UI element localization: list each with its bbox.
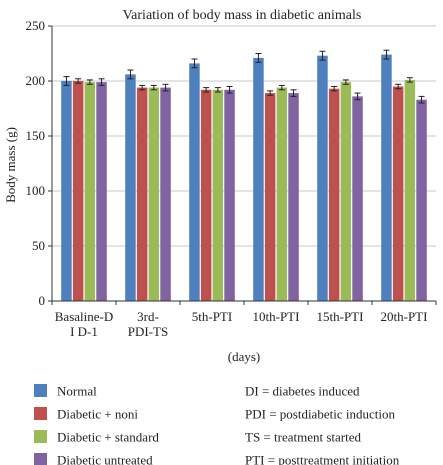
y-tick-label: 50 xyxy=(32,238,45,253)
error-bar xyxy=(203,87,210,93)
abbreviation-notes: DI = diabetes induced PDI = postdiabetic … xyxy=(245,384,400,465)
x-tick-label: I D-1 xyxy=(70,324,98,339)
bar xyxy=(148,87,160,301)
error-bar xyxy=(342,79,349,85)
y-axis-label: Body mass (g) xyxy=(3,127,18,203)
y-tick-labels: 0 50 100 150 200 250 xyxy=(26,18,46,308)
y-tick-label: 200 xyxy=(26,73,46,88)
error-bar xyxy=(226,86,233,94)
bar xyxy=(416,99,427,301)
bar xyxy=(253,57,264,302)
legend-label: Diabetic untreated xyxy=(57,453,153,465)
bar xyxy=(276,87,288,301)
bar xyxy=(340,82,352,301)
legend-label: Normal xyxy=(57,384,97,399)
bar xyxy=(264,93,276,301)
error-bar xyxy=(98,78,105,86)
x-axis-label: (days) xyxy=(228,349,261,364)
error-bar xyxy=(139,84,146,91)
x-tick-label: Basaline-D xyxy=(55,309,113,324)
y-tick-label: 0 xyxy=(39,293,46,308)
y-tick-label: 150 xyxy=(26,128,46,143)
chart-title: Variation of body mass in diabetic anima… xyxy=(123,8,362,23)
error-bar xyxy=(191,58,198,69)
error-bar xyxy=(267,90,274,96)
legend-swatch xyxy=(34,384,47,397)
error-bar xyxy=(278,84,285,91)
bar xyxy=(72,81,84,301)
bar xyxy=(61,81,72,301)
bar xyxy=(125,74,136,302)
abbreviation-note: TS = treatment started xyxy=(245,430,361,445)
x-tick-label: 15th-PTI xyxy=(317,309,364,324)
error-bar xyxy=(150,84,157,91)
error-bar xyxy=(354,92,361,101)
bar xyxy=(84,82,96,301)
legend-label: Diabetic + standard xyxy=(57,430,159,445)
bar xyxy=(288,93,299,301)
legend-swatch xyxy=(34,430,47,443)
error-bars xyxy=(63,49,425,104)
error-bar xyxy=(319,50,326,61)
legend-label: Diabetic + noni xyxy=(57,407,138,422)
bar xyxy=(189,63,200,302)
error-bar xyxy=(63,76,70,86)
error-bar xyxy=(127,69,134,80)
axes xyxy=(48,25,437,305)
abbreviation-note: PDI = postdiabetic induction xyxy=(245,407,395,422)
bar xyxy=(136,87,148,301)
legend: Normal Diabetic + noni Diabetic + standard… xyxy=(34,384,159,465)
x-tick-label: 10th-PTI xyxy=(253,309,300,324)
legend-swatch xyxy=(34,407,47,420)
bar xyxy=(352,96,363,302)
bar xyxy=(212,89,224,301)
error-bar xyxy=(383,49,390,60)
x-tick-label: PDI-TS xyxy=(128,324,168,339)
bars xyxy=(61,54,427,302)
abbreviation-note: PTI = posttreatment initiation xyxy=(245,453,400,465)
error-bar xyxy=(395,83,402,90)
abbreviation-note: DI = diabetes induced xyxy=(245,384,360,399)
bar xyxy=(392,86,404,301)
error-bar xyxy=(331,86,338,92)
bar xyxy=(200,89,212,301)
x-tick-label: 3rd- xyxy=(137,309,159,324)
bar xyxy=(96,82,107,301)
error-bar xyxy=(214,87,221,93)
bar xyxy=(328,88,340,301)
x-tick-label: 20th-PTI xyxy=(381,309,428,324)
x-tick-label: 5th-PTI xyxy=(192,309,232,324)
bar xyxy=(381,54,392,301)
error-bar xyxy=(418,95,425,104)
error-bar xyxy=(162,83,169,92)
bar xyxy=(404,79,416,302)
y-tick-label: 250 xyxy=(26,18,46,33)
grid-lines xyxy=(52,25,436,302)
error-bar xyxy=(75,78,82,84)
error-bar xyxy=(290,89,297,97)
bar xyxy=(317,55,328,302)
error-bar xyxy=(255,53,262,63)
bar xyxy=(224,89,235,301)
bar xyxy=(160,87,171,301)
error-bar xyxy=(406,77,413,83)
y-tick-label: 100 xyxy=(26,183,46,198)
x-tick-labels: Basaline-DI D-1 3rd-PDI-TS 5th-PTI 10th-PTI… xyxy=(55,309,428,339)
error-bar xyxy=(86,79,93,85)
legend-swatch xyxy=(34,453,47,465)
